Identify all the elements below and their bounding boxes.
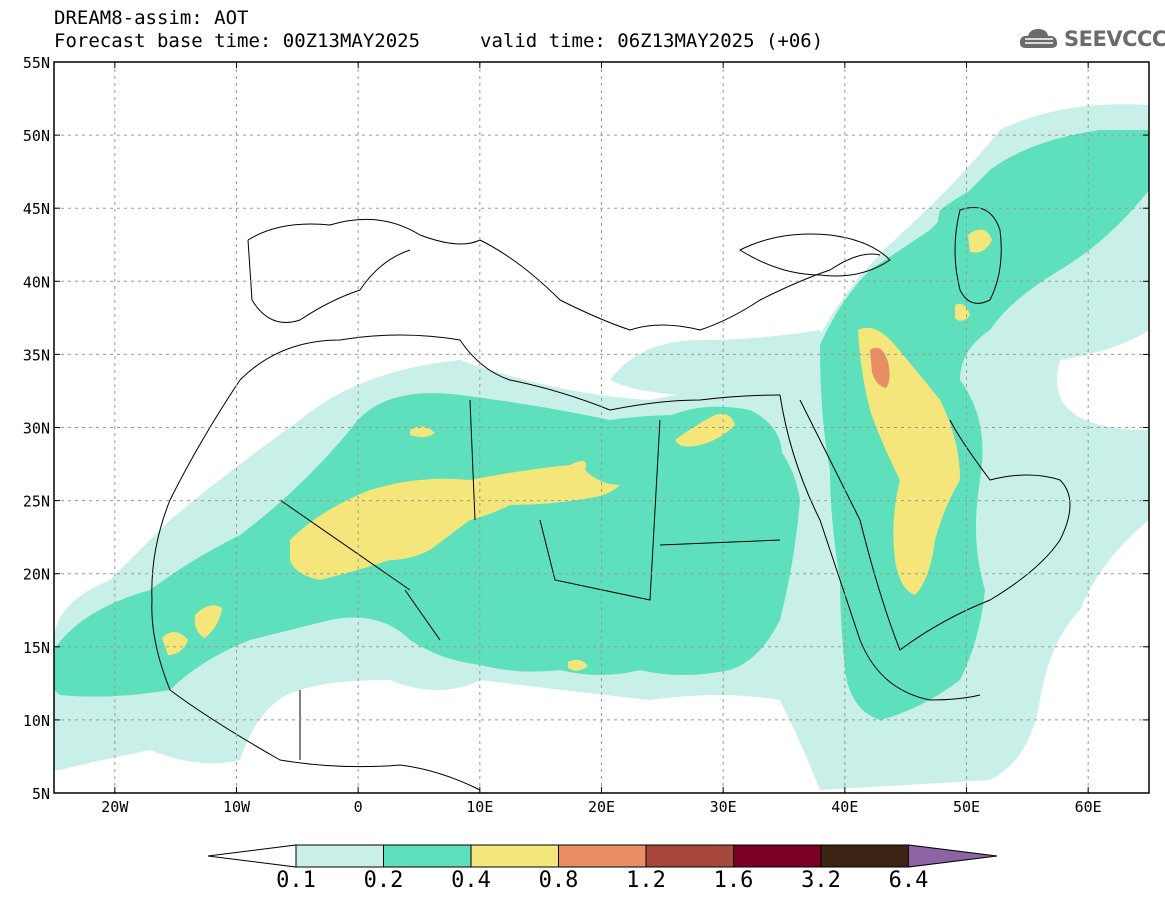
colorbar-label: 0.4 xyxy=(451,868,491,893)
lat-label: 20N xyxy=(23,566,50,584)
colorbar-box xyxy=(820,844,909,868)
west-africa-coast xyxy=(151,379,481,791)
aot-iraq-orange xyxy=(870,347,890,388)
aot-caspian-yellow xyxy=(968,229,992,253)
lat-label: 50N xyxy=(23,127,50,145)
valid-time: valid time: 06Z13MAY2025 (+06) xyxy=(480,30,824,52)
aot-egypt-yellow xyxy=(675,413,735,447)
colorbar-label: 6.4 xyxy=(888,868,929,893)
colorbar-label: 0.8 xyxy=(538,868,579,893)
forecast-base-time: Forecast base time: 00Z13MAY2025 xyxy=(54,30,421,52)
colorbar xyxy=(207,844,998,868)
lat-label: 35N xyxy=(23,346,50,364)
colorbar-box xyxy=(295,844,384,868)
colorbar-box xyxy=(733,844,822,868)
lon-label: 0 xyxy=(354,798,363,816)
lon-label: 50E xyxy=(953,798,980,816)
cloud-icon xyxy=(1019,29,1058,48)
red-sea-coast xyxy=(779,394,981,701)
lon-label: 40E xyxy=(831,798,858,816)
aot-0.4-layer xyxy=(162,229,992,671)
caspian-coast xyxy=(954,207,1002,304)
aot-caspian-green xyxy=(936,150,1130,308)
colorbar-label: 1.2 xyxy=(626,868,666,893)
lat-axis: 55N 50N 45N 40N 35N 30N 25N 20N 15N 10N 5N xyxy=(23,54,1149,803)
colorbar-high-arrow xyxy=(908,844,998,868)
aot-chad-yellow xyxy=(568,659,588,671)
aot-nile-green xyxy=(660,406,782,475)
colorbar-label: 3.2 xyxy=(801,868,841,893)
lat-label: 30N xyxy=(23,420,50,438)
colorbar-low-arrow xyxy=(207,844,297,868)
europe-coast xyxy=(247,218,881,331)
aot-sahara-spot-yellow xyxy=(410,426,435,438)
lon-label: 60E xyxy=(1075,798,1102,816)
black-sea-coast xyxy=(738,233,891,277)
logo-text: SEEVCCC xyxy=(1064,27,1165,51)
lon-label: 20E xyxy=(588,798,615,816)
arabia-coast xyxy=(799,399,1071,651)
aot-sahel-green xyxy=(560,626,611,670)
lon-axis: 20W 10W 0 10E 20E 30E 40E 50E 60E xyxy=(101,62,1102,816)
lat-label: 45N xyxy=(23,200,50,218)
colorbar-box xyxy=(645,844,734,868)
aot-mesopotamia-yellow xyxy=(858,327,960,595)
seevccc-logo: SEEVCCC xyxy=(1018,26,1165,52)
colorbar-box xyxy=(383,844,472,868)
lat-label: 10N xyxy=(23,712,50,730)
lon-label: 10W xyxy=(223,798,251,816)
aot-mali-yellow xyxy=(194,605,222,638)
north-africa-coast xyxy=(239,334,781,411)
lat-label: 40N xyxy=(23,273,50,291)
aot-senegal-yellow xyxy=(162,631,188,655)
lon-label: 30E xyxy=(710,798,737,816)
lon-label: 10E xyxy=(466,798,493,816)
map-title: DREAM8-assim: AOT xyxy=(54,7,249,29)
colorbar-label: 1.6 xyxy=(713,868,754,893)
aot-levant-light xyxy=(610,330,830,395)
coastlines xyxy=(151,207,1071,791)
colorbar-box xyxy=(558,844,647,868)
colorbar-label: 0.1 xyxy=(276,868,316,893)
africa-borders xyxy=(279,399,781,760)
graticule xyxy=(54,62,1149,793)
lon-label: 20W xyxy=(101,798,129,816)
lat-label: 5N xyxy=(32,785,50,803)
colorbar-box xyxy=(470,844,559,868)
lat-label: 25N xyxy=(23,493,50,511)
aot-sahara-yellow xyxy=(290,461,620,580)
colorbar-label: 0.2 xyxy=(363,868,404,893)
lat-label: 55N xyxy=(23,54,50,72)
iberia-coast xyxy=(247,239,411,323)
lat-label: 15N xyxy=(23,639,50,657)
